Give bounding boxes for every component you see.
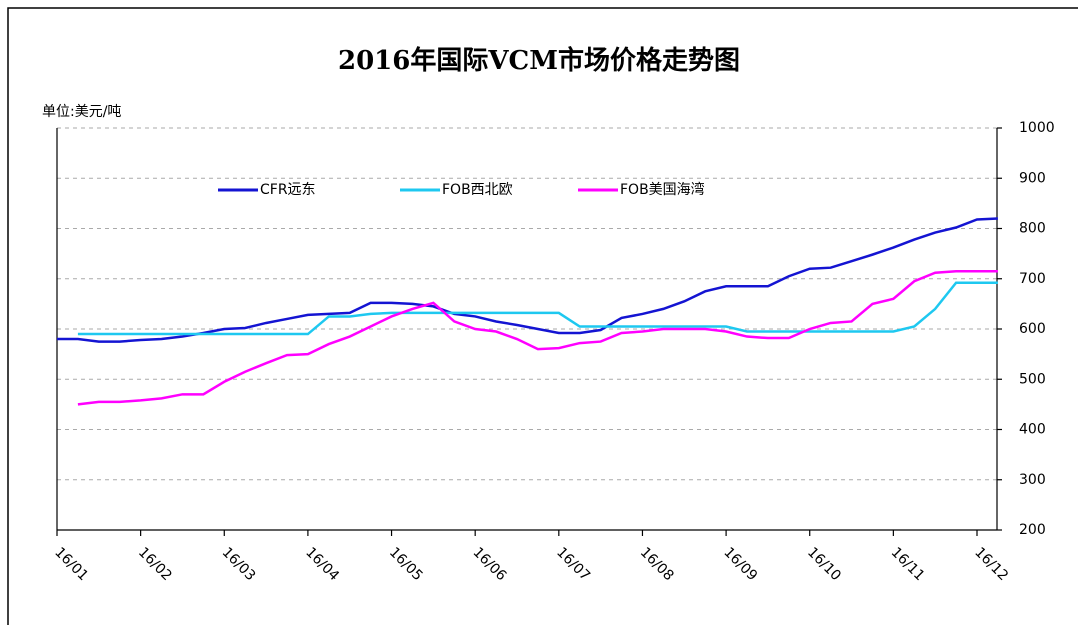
y-tick-label: 500 [1019, 371, 1046, 387]
y-tick-label: 400 [1019, 422, 1046, 438]
x-tick-label: 16/10 [804, 544, 844, 584]
x-tick-label: 16/06 [470, 544, 510, 584]
x-tick-label: 16/09 [720, 544, 760, 584]
x-tick-label: 16/02 [135, 544, 175, 584]
y-tick-label: 600 [1019, 321, 1046, 337]
legend-label: CFR远东 [260, 182, 316, 198]
x-tick-label: 16/11 [888, 544, 928, 584]
frame [7, 7, 1078, 625]
x-tick-label: 16/07 [553, 544, 593, 584]
y-tick-label: 1000 [1019, 120, 1055, 136]
legend-label: FOB美国海湾 [620, 181, 705, 198]
y-tick-label: 200 [1019, 522, 1046, 538]
y-tick-label: 900 [1019, 170, 1046, 186]
series-line [57, 217, 998, 343]
y-tick-label: 700 [1019, 271, 1046, 287]
x-tick-label: 16/03 [219, 544, 259, 584]
x-tick-label: 16/04 [302, 544, 342, 584]
legend-label: FOB西北欧 [442, 182, 513, 198]
unit-label: 单位:美元/吨 [42, 104, 121, 120]
x-tick-label: 16/08 [637, 544, 677, 584]
y-tick-label: 300 [1019, 472, 1046, 488]
y-tick-label: 800 [1019, 221, 1046, 237]
x-tick-label: 16/05 [386, 544, 426, 584]
chart-title: 2016年国际VCM市场价格走势图 [338, 45, 740, 76]
x-tick-label: 16/01 [51, 544, 91, 584]
series-line [77, 269, 998, 406]
x-tick-label: 16/12 [971, 544, 1011, 584]
series-line [77, 281, 998, 336]
